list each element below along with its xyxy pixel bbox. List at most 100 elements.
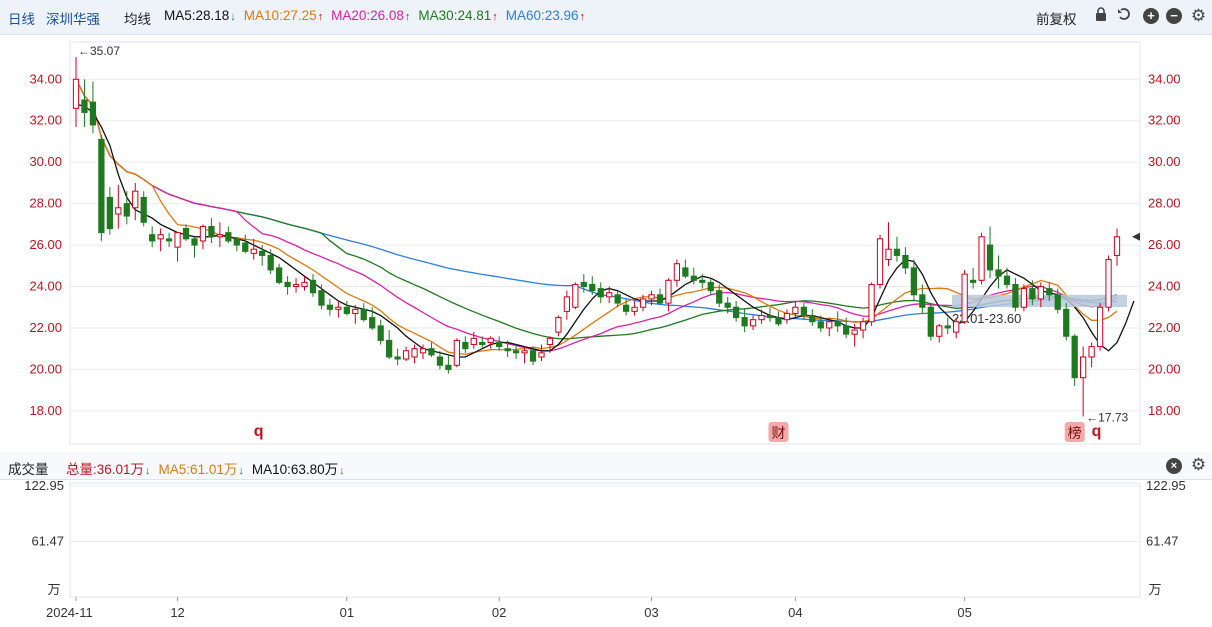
ranking-badge-bg xyxy=(1064,422,1085,442)
legend-label: MA10:63.80万 xyxy=(251,462,339,477)
legend-label: MA20:26.08 xyxy=(331,8,404,23)
candle-body xyxy=(301,281,308,288)
candle-body xyxy=(81,99,88,113)
price-tick-right: 28.00 xyxy=(1148,196,1181,211)
candle-body xyxy=(1096,306,1104,348)
price-tick-right: 30.00 xyxy=(1148,154,1181,169)
settings-icon[interactable]: ⚙ xyxy=(1190,455,1207,474)
q-marker: q xyxy=(1092,423,1102,440)
candle-body xyxy=(1071,335,1078,379)
candle-body xyxy=(902,254,909,269)
candle-body xyxy=(555,317,562,333)
x-axis-label: 03 xyxy=(644,605,658,620)
price-tick-left: 30.00 xyxy=(29,154,62,169)
candle-body xyxy=(199,225,207,242)
earnings-badge-bg xyxy=(768,422,789,442)
candle-body xyxy=(191,238,198,246)
candle-body xyxy=(580,281,587,288)
candle-body xyxy=(986,244,994,271)
lock-icon[interactable] xyxy=(1092,7,1109,24)
undo-icon[interactable] xyxy=(1116,7,1133,24)
price-tick-right: 22.00 xyxy=(1148,320,1181,335)
candle-body xyxy=(783,312,791,321)
candle-body xyxy=(208,225,215,238)
candle-body xyxy=(648,294,655,300)
zoom-out-icon[interactable]: − xyxy=(1166,8,1182,24)
candle-body xyxy=(377,325,384,341)
high-label: ←35.07 xyxy=(78,44,120,58)
candle-body xyxy=(851,329,858,335)
candle-body xyxy=(817,321,824,329)
candle-body xyxy=(690,275,697,281)
low-label: ←17.73 xyxy=(1086,410,1128,424)
zoom-in-icon[interactable]: + xyxy=(1143,8,1159,24)
price-tick-left: 26.00 xyxy=(29,237,62,252)
candle-body xyxy=(597,288,604,298)
range-label: 23.01-23.60 xyxy=(952,311,1021,326)
period-selector[interactable]: 日线 xyxy=(8,12,35,27)
candle-body xyxy=(487,337,494,343)
candle-body xyxy=(496,341,503,348)
candle-body xyxy=(978,236,985,281)
candle-body xyxy=(352,308,359,314)
candle-body xyxy=(165,238,173,242)
ranking-badge: 榜 xyxy=(1068,425,1082,441)
candle-body xyxy=(386,339,393,358)
ma-label[interactable]: 均线 xyxy=(124,12,151,27)
volume-tick-right: 122.95 xyxy=(1146,478,1186,493)
chart-header xyxy=(0,0,1212,35)
candle-body xyxy=(1113,236,1121,256)
arrow-up-icon: ↑ xyxy=(317,11,324,23)
adjust-selector[interactable]: 前复权 xyxy=(1036,12,1077,27)
close-icon[interactable]: × xyxy=(1166,458,1182,474)
price-tick-left: 24.00 xyxy=(29,279,62,294)
candle-body xyxy=(326,304,334,310)
candle-body xyxy=(259,250,266,256)
price-tick-left: 28.00 xyxy=(29,196,62,211)
volume-title: 成交量 xyxy=(8,462,49,477)
candle-body xyxy=(292,283,300,288)
candle-body xyxy=(309,279,317,294)
candle-body xyxy=(673,263,681,281)
candle-body xyxy=(622,304,630,312)
candle-body xyxy=(394,356,401,360)
candle-body xyxy=(834,321,841,327)
arrow-up-icon: ↑ xyxy=(404,11,411,23)
candle-body xyxy=(969,279,977,283)
price-tick-right: 24.00 xyxy=(1148,279,1181,294)
candle-body xyxy=(682,267,689,277)
candle-body xyxy=(445,364,452,370)
candle-body xyxy=(1105,259,1112,308)
candle-body xyxy=(876,238,884,285)
legend-label: MA10:27.25 xyxy=(243,8,317,23)
candle-body xyxy=(1037,286,1044,300)
legend-item: MA10:63.80万↓ xyxy=(252,462,345,477)
candle-body xyxy=(132,190,139,209)
ma10-line xyxy=(75,79,1118,355)
ma20-line xyxy=(75,79,1118,352)
price-tick-right: 34.00 xyxy=(1148,71,1181,86)
candle-body xyxy=(775,317,782,325)
candle-body xyxy=(631,306,638,312)
ma-legend: MA5:28.18↓ MA10:27.25↑ MA20:26.08↑ MA30:24.… xyxy=(164,8,593,23)
legend-label: MA60:23.96 xyxy=(505,8,579,23)
candle-body xyxy=(1046,288,1053,296)
candle-body xyxy=(961,273,968,323)
candle-body xyxy=(479,341,486,346)
volume-legend: 总量:36.01万↓ MA5:61.01万↓ MA10:63.80万↓ xyxy=(66,458,353,478)
price-plot-area xyxy=(69,41,1141,445)
candle-body xyxy=(1020,288,1028,308)
stock-name[interactable]: 深圳华强 xyxy=(46,12,100,27)
candle-body xyxy=(893,248,901,256)
settings-icon[interactable]: ⚙ xyxy=(1190,6,1207,25)
candle-body xyxy=(360,308,367,321)
q-marker: q xyxy=(254,423,264,440)
candle-body xyxy=(369,317,376,329)
arrow-up-icon: ↑ xyxy=(579,11,586,23)
candle-body xyxy=(512,350,520,354)
volume-tick-left: 122.95 xyxy=(24,478,64,493)
candle-body xyxy=(792,306,799,314)
candle-body xyxy=(868,283,875,323)
candle-body xyxy=(419,348,427,354)
